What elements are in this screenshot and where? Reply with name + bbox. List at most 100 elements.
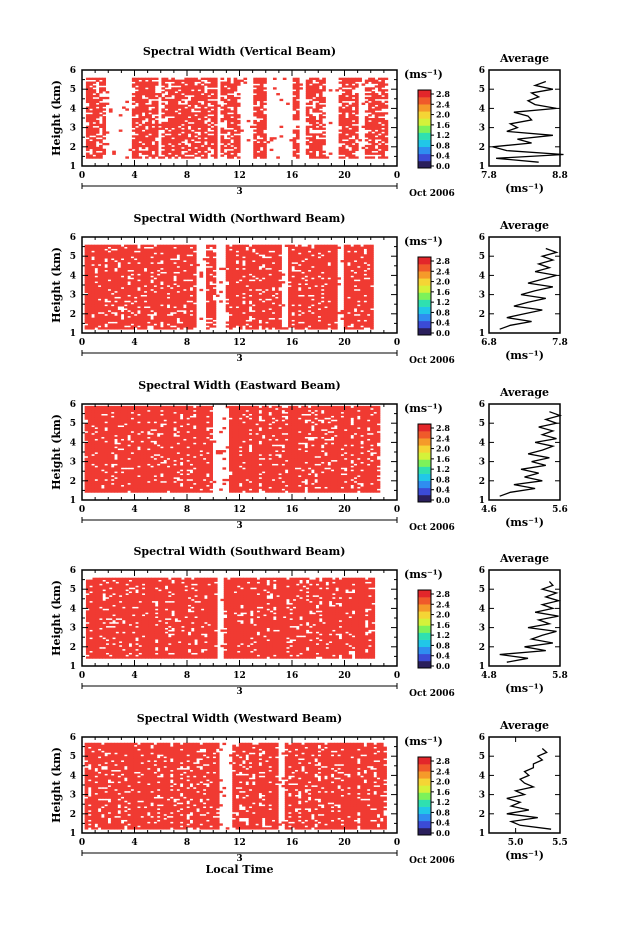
heatmap-cell-1704 — [358, 78, 362, 80]
heatmap-cell-1274 — [273, 87, 277, 89]
heatmap-cell-682 — [184, 108, 188, 110]
heatmap-cell-1903 — [272, 304, 276, 306]
avg-y-tick-label-2: 3 — [479, 124, 485, 134]
heatmap-cell-2676 — [347, 252, 351, 254]
heatmap-cell-269 — [104, 262, 108, 264]
heatmap-cell-1596 — [345, 118, 349, 120]
heatmap-cell-502 — [127, 312, 131, 314]
heatmap-cell-559 — [131, 258, 135, 260]
heatmap-cell-130 — [99, 145, 103, 147]
heatmap-cell-1945 — [275, 295, 279, 297]
heatmap-cell-1498 — [322, 139, 326, 141]
heatmap-cell-2350 — [314, 245, 318, 247]
heatmap-cell-1294 — [293, 130, 297, 132]
heatmap-cell-815 — [154, 254, 158, 256]
heatmap-cell-252 — [104, 306, 108, 308]
heatmap-cell-1345 — [299, 87, 303, 89]
heatmap-cell-1279 — [280, 126, 284, 128]
heatmap-cell-2746 — [354, 262, 358, 264]
heatmap-cell-1818 — [375, 80, 379, 82]
heatmap-cell-516 — [127, 272, 131, 274]
heatmap-cell-1158 — [253, 106, 257, 108]
heatmap-cell-642 — [181, 130, 185, 132]
heatmap-cell-2887 — [367, 279, 371, 281]
heatmap-cell-915 — [211, 101, 215, 103]
heatmap-cell-748 — [191, 91, 195, 93]
heatmap-cell-450 — [161, 151, 165, 153]
heatmap-cell-1268 — [199, 318, 203, 320]
heatmap-cell-1733 — [255, 279, 259, 281]
heatmap-cell-445 — [158, 124, 162, 126]
heatmap-cell-2084 — [291, 250, 295, 252]
heatmap-cell-2738 — [354, 281, 358, 283]
heatmap-cell-237 — [135, 118, 139, 120]
heatmap-cell-2235 — [304, 247, 308, 249]
heatmap-cell-1453 — [316, 97, 320, 99]
heatmap-cell-1257 — [263, 114, 267, 116]
heatmap-cell-1452 — [229, 247, 233, 249]
heatmap-cell-891 — [160, 245, 164, 247]
y-tick-label-5: 6 — [70, 66, 76, 76]
heatmap-cell-2358 — [318, 310, 322, 312]
heatmap-cell-1284 — [206, 302, 210, 304]
heatmap-cell-1981 — [278, 306, 282, 308]
heatmap-cell-1357 — [306, 126, 310, 128]
heatmap-cell-543 — [171, 130, 175, 132]
heatmap-cell-859 — [157, 245, 161, 247]
heatmap-cell-460 — [161, 122, 165, 124]
heatmap-cell-1268 — [263, 78, 267, 80]
heatmap-cell-2869 — [367, 316, 371, 318]
heatmap-cell-1051 — [230, 137, 234, 139]
heatmap-cell-214 — [132, 97, 136, 99]
heatmap-cell-531 — [168, 89, 172, 91]
heatmap-cell-1648 — [249, 304, 253, 306]
heatmap-cell-289 — [142, 151, 146, 153]
heatmap-cell-1263 — [193, 252, 197, 254]
heatmap-cell-934 — [163, 245, 167, 247]
heatmap-cell-797 — [198, 120, 202, 122]
heatmap-cell-907 — [211, 124, 215, 126]
heatmap-cell-212 — [132, 103, 136, 105]
heatmap-cell-1679 — [355, 133, 359, 135]
heatmap-cell-817 — [201, 147, 205, 149]
heatmap-cell-1132 — [240, 130, 244, 132]
heatmap-cell-1200 — [257, 78, 261, 80]
heatmap-cell-398 — [117, 298, 121, 300]
heatmap-cell-1124 — [237, 114, 241, 116]
heatmap-cell-1221 — [260, 110, 264, 112]
heatmap-cell-882 — [207, 131, 211, 133]
heatmap-cell-1750 — [259, 323, 263, 325]
heatmap-cell-166 — [102, 108, 106, 110]
heatmap-cell-2763 — [357, 306, 361, 308]
heatmap-cell-1861 — [381, 130, 385, 132]
heatmap-cell-1652 — [249, 291, 253, 293]
heatmap-cell-2403 — [321, 295, 325, 297]
heatmap-cell-654 — [181, 101, 185, 103]
heatmap-cell-1207 — [190, 297, 194, 299]
heatmap-cell-1842 — [378, 95, 382, 97]
heatmap-cell-371 — [148, 105, 152, 107]
heatmap-cell-1726 — [365, 97, 369, 99]
heatmap-cell-1391 — [309, 114, 313, 116]
heatmap-cell-1343 — [209, 245, 213, 247]
heatmap-cell-443 — [158, 156, 162, 158]
heatmap-cell-1152 — [183, 245, 187, 247]
heatmap-cell-1609 — [345, 78, 349, 80]
heatmap-cell-1894 — [385, 120, 389, 122]
heatmap-cell-152 — [102, 149, 106, 151]
heatmap-cell-1865 — [268, 310, 272, 312]
heatmap-cell-1128 — [237, 93, 241, 95]
heatmap-cell-884 — [160, 264, 164, 266]
heatmap-cell-369 — [148, 114, 152, 116]
heatmap-cell-721 — [191, 156, 195, 158]
heatmap-cell-2136 — [298, 306, 302, 308]
heatmap-cell-1392 — [309, 106, 313, 108]
heatmap-cell-329 — [145, 130, 149, 132]
heatmap-cell-1529 — [236, 245, 240, 247]
heatmap-cell-500 — [127, 318, 131, 320]
heatmap-cell-1057 — [177, 293, 181, 295]
heatmap-cell-1495 — [232, 245, 236, 247]
heatmap-cell-991 — [220, 78, 224, 80]
heatmap-cell-1043 — [173, 245, 177, 247]
heatmap-cell-1017 — [173, 314, 177, 316]
